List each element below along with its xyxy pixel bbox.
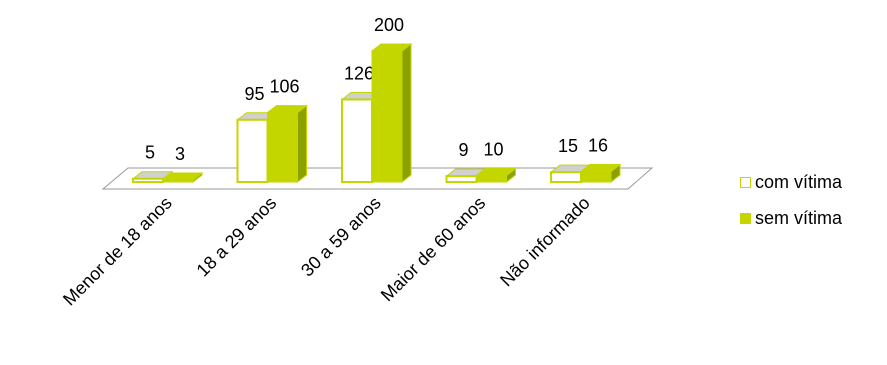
x-tick-label: Menor de 18 anos	[59, 193, 176, 310]
bar-side	[401, 42, 412, 184]
legend-item-com-vitima: com vítima	[740, 170, 842, 194]
x-tick-label: 30 a 59 anos	[297, 193, 385, 281]
bar	[371, 50, 403, 183]
bar	[580, 171, 612, 183]
bar	[476, 174, 507, 183]
bar	[162, 179, 194, 183]
bar	[550, 171, 582, 184]
data-label: 9	[458, 140, 468, 160]
x-tick-label: Maior de 60 anos	[377, 193, 489, 305]
bar-side	[297, 104, 307, 184]
legend-label-sem-vitima: sem vítima	[755, 207, 843, 228]
data-label: 5	[145, 143, 155, 163]
legend-swatch-com-vitima	[740, 176, 751, 188]
data-label: 15	[558, 136, 578, 156]
bar	[341, 98, 373, 183]
legend-swatch-sem-vitima	[740, 212, 751, 224]
data-label: 16	[588, 136, 608, 156]
bar	[445, 175, 478, 183]
legend-label-com-vitima: com vítima	[755, 171, 843, 192]
data-label: 106	[269, 77, 299, 97]
data-label: 126	[344, 63, 374, 83]
data-label: 10	[483, 139, 503, 159]
data-label: 95	[244, 84, 264, 104]
x-tick-label: 18 a 29 anos	[193, 193, 281, 281]
data-label: 3	[175, 144, 185, 164]
legend: com vítima sem vítima	[740, 170, 842, 242]
data-label: 200	[374, 15, 404, 35]
bar	[132, 177, 164, 184]
bar	[236, 118, 269, 183]
legend-item-sem-vitima: sem vítima	[740, 206, 842, 230]
bar	[267, 112, 298, 183]
x-tick-label: Não informado	[496, 193, 594, 291]
